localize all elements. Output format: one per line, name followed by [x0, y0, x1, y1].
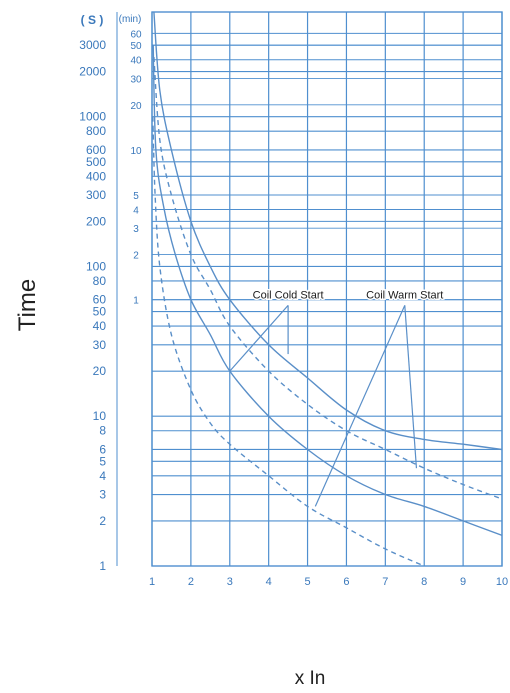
y-tick-label-seconds: 2000 [79, 65, 106, 79]
x-tick-label: 9 [460, 576, 466, 588]
y-tick-label-seconds: 30 [93, 338, 107, 352]
x-tick-label: 2 [188, 576, 194, 588]
y-tick-label-minutes: 4 [133, 206, 139, 217]
y-tick-label-minutes: 50 [130, 41, 142, 52]
grid [116, 11, 503, 567]
x-tick-label: 8 [421, 576, 427, 588]
x-axis-title: x In [294, 668, 326, 689]
y-tick-label-seconds: 6 [99, 442, 106, 456]
y-axis-title: Time [6, 250, 50, 360]
y-unit-seconds: ( S ) [81, 13, 104, 27]
annotation-leader [404, 305, 418, 469]
y-tick-label-minutes: 3 [133, 224, 139, 235]
x-tick-label: 3 [227, 576, 233, 588]
y-tick-label-seconds: 80 [93, 274, 107, 288]
y-tick-label-minutes: 5 [133, 191, 139, 202]
y-tick-label-seconds: 5 [99, 454, 106, 468]
x-tick-label: 1 [149, 576, 155, 588]
y-tick-label-seconds: 40 [93, 319, 107, 333]
annotation-leader [314, 305, 406, 507]
y-tick-label-minutes: 2 [133, 251, 139, 262]
y-tick-label-seconds: 400 [86, 169, 106, 183]
y-tick-label-seconds: 20 [93, 364, 107, 378]
annotation-label: Coil Cold Start [253, 289, 324, 301]
y-tick-label-minutes: 1 [133, 296, 139, 307]
annotation-leader [229, 304, 289, 372]
y-unit-minutes: (min) [119, 14, 142, 25]
series-line-3 [153, 57, 502, 500]
annotation-label: Coil Warm Start [366, 289, 443, 301]
y-tick-label-seconds: 100 [86, 259, 106, 273]
y-tick-label-seconds: 3000 [79, 38, 106, 52]
x-tick-label: 6 [343, 576, 349, 588]
y-tick-label-minutes: 60 [130, 29, 142, 40]
y-tick-label-minutes: 30 [130, 74, 142, 85]
y-tick-label-seconds: 500 [86, 155, 106, 169]
series-line-2 [152, 45, 502, 537]
y-tick-label-seconds: 50 [93, 305, 107, 319]
y-axis-title-text: Time [14, 278, 41, 332]
y-tick-label-seconds: 600 [86, 143, 106, 157]
y-tick-label-seconds: 60 [93, 293, 107, 307]
y-tick-label-seconds: 10 [93, 409, 107, 423]
y-tick-label-seconds: 800 [86, 124, 106, 138]
series-group [152, 12, 502, 566]
x-tick-label: 7 [382, 576, 388, 588]
x-tick-label: 10 [496, 576, 508, 588]
annotations: Coil Cold Start Coil Warm Start [229, 288, 445, 507]
x-tick-label: 5 [304, 576, 310, 588]
y-tick-label-minutes: 40 [130, 56, 142, 67]
y-tick-label-seconds: 2 [99, 514, 106, 528]
y-tick-label-seconds: 4 [99, 469, 106, 483]
series-line-4 [152, 116, 425, 566]
tick-labels: 1 2 3 4 5 6 7 8 9 10( S ) (min)3000200010008006005… [79, 13, 508, 588]
y-tick-label-seconds: 200 [86, 214, 106, 228]
x-tick-label: 4 [266, 576, 272, 588]
y-tick-label-seconds: 1 [99, 559, 106, 573]
y-tick-label-minutes: 10 [130, 146, 142, 157]
series-line-1 [153, 12, 502, 451]
y-tick-label-seconds: 3 [99, 488, 106, 502]
plot-frame [151, 11, 503, 567]
y-tick-label-seconds: 300 [86, 188, 106, 202]
y-tick-label-minutes: 20 [130, 101, 142, 112]
y-tick-label-seconds: 1000 [79, 110, 106, 124]
y-tick-label-seconds: 8 [99, 424, 106, 438]
